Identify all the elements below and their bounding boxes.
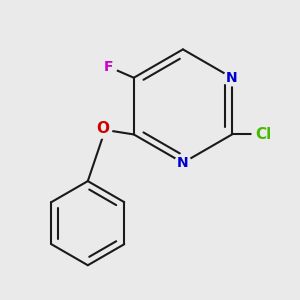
Text: O: O: [96, 122, 109, 136]
Circle shape: [224, 70, 240, 86]
Circle shape: [252, 124, 274, 146]
Text: N: N: [226, 71, 238, 85]
Circle shape: [101, 59, 117, 75]
Text: Cl: Cl: [255, 127, 271, 142]
Text: N: N: [177, 156, 189, 170]
Circle shape: [175, 155, 191, 171]
Circle shape: [94, 120, 112, 138]
Text: F: F: [104, 60, 114, 74]
